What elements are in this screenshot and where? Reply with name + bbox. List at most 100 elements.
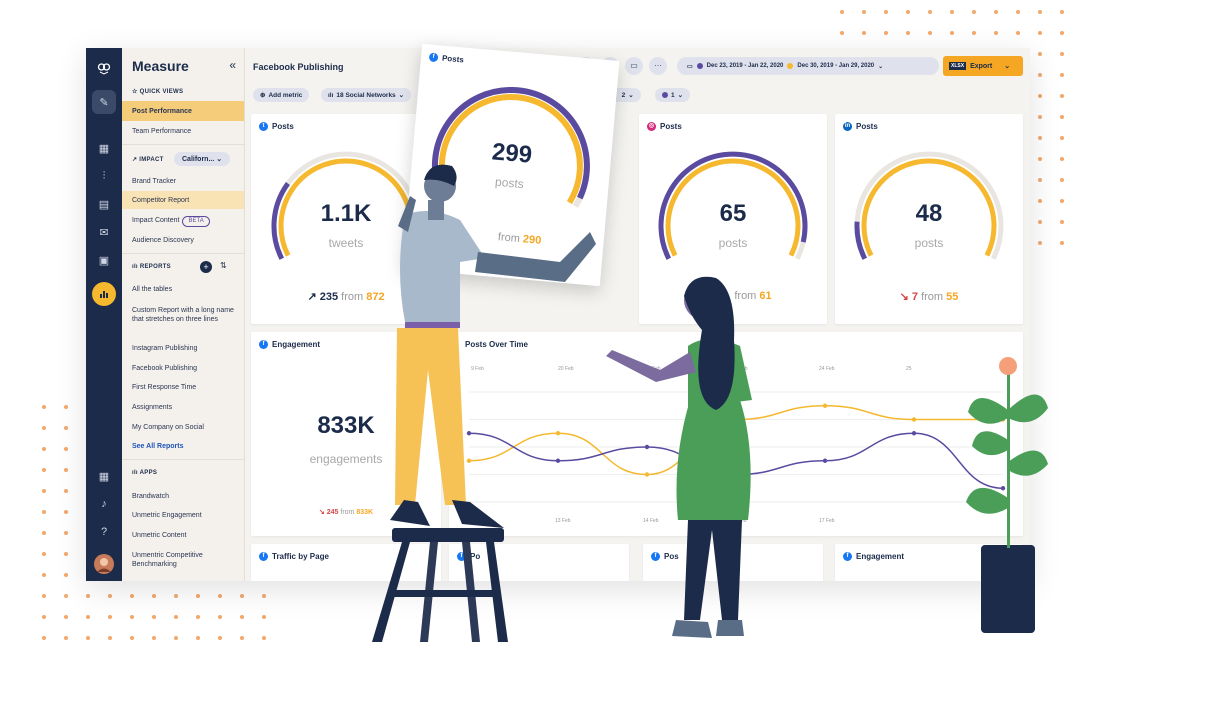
divider xyxy=(122,253,244,254)
sidebar-item-brand-tracker[interactable]: Brand Tracker xyxy=(132,178,176,185)
posts-card-linkedin: in Posts 48 posts ↘ 7 from 55 xyxy=(835,114,1023,324)
add-metric-label: Add metric xyxy=(268,91,303,99)
sidebar-item-report[interactable]: All the tables xyxy=(132,286,173,293)
decorative-dot xyxy=(64,489,68,493)
apps-label: APPS xyxy=(139,470,158,476)
add-report-icon[interactable]: + xyxy=(200,261,212,273)
data-point[interactable] xyxy=(466,431,472,436)
facebook-icon: f xyxy=(259,552,268,561)
help-icon[interactable]: ? xyxy=(100,526,108,538)
region-select[interactable]: Californ... ⌄ xyxy=(174,152,231,166)
export-label: Export xyxy=(970,62,993,70)
decorative-dot xyxy=(1060,10,1064,14)
card-title: Posts xyxy=(660,122,682,131)
x-tick-label: 14 Feb xyxy=(643,518,659,524)
decorative-dot xyxy=(840,10,844,14)
sidebar-item-app[interactable]: Unmetric Content xyxy=(132,532,187,539)
owl-logo-icon[interactable] xyxy=(92,56,116,80)
date-range-picker[interactable]: ▭ Dec 23, 2019 - Jan 22, 2020 Dec 30, 20… xyxy=(677,57,939,75)
sidebar-item-competitor-report[interactable]: Competitor Report xyxy=(122,191,244,209)
quick-views-label: QUICK VIEWS xyxy=(139,89,184,95)
decorative-dot xyxy=(152,636,156,640)
sidebar-item-post-performance[interactable]: Post Performance xyxy=(122,101,244,121)
decorative-dot xyxy=(64,405,68,409)
previous-value: 833K xyxy=(356,509,374,516)
card-header: ◎ Posts xyxy=(647,122,682,131)
bell-icon[interactable]: ♪ xyxy=(101,498,107,510)
sidebar-item-report[interactable]: Assignments xyxy=(132,404,173,411)
from-label: from xyxy=(497,231,521,246)
sidebar-item-team-performance[interactable]: Team Performance xyxy=(132,128,192,135)
apps-grid-icon[interactable]: ▦ xyxy=(98,470,110,483)
divider xyxy=(122,459,244,460)
divider xyxy=(122,144,244,145)
more-icon[interactable]: ··· xyxy=(649,57,667,75)
sidebar-item-app[interactable]: Unmetric Engagement xyxy=(132,512,202,519)
sidebar-item-audience-discovery[interactable]: Audience Discovery xyxy=(132,237,194,244)
x-tick-label: 17 Feb xyxy=(819,518,835,524)
data-point[interactable] xyxy=(1000,417,1006,422)
sidebar-item-report[interactable]: Custom Report with a long name that stre… xyxy=(132,307,234,323)
avatar[interactable] xyxy=(92,552,116,576)
data-point[interactable] xyxy=(822,403,828,408)
clipboard-icon[interactable]: ▣ xyxy=(98,254,110,267)
data-point[interactable] xyxy=(644,444,650,450)
decorative-dot xyxy=(108,594,112,598)
data-point[interactable] xyxy=(911,431,917,436)
data-point[interactable] xyxy=(1000,486,1006,491)
inbox-icon[interactable]: ✉ xyxy=(99,226,109,239)
instagram-icon: ◎ xyxy=(647,122,656,131)
streams-icon[interactable]: ⫶ xyxy=(102,169,106,182)
x-tick-label: 25 xyxy=(906,366,912,372)
schedule-icon[interactable]: ▭ xyxy=(625,57,643,75)
card-header: f Posts xyxy=(428,52,464,64)
add-metric-button[interactable]: ⊕ Add metric xyxy=(253,88,310,102)
sidebar-item-report[interactable]: Facebook Publishing xyxy=(132,365,197,372)
decorative-dot xyxy=(42,573,46,577)
dashboard-icon[interactable]: ▦ xyxy=(98,142,110,155)
gauge-previous-arc xyxy=(861,158,997,257)
calendar-icon[interactable]: ▤ xyxy=(98,198,110,211)
data-point[interactable] xyxy=(466,458,472,463)
networks-filter[interactable]: ılı 18 Social Networks ⌄ xyxy=(321,88,412,102)
decorative-dot xyxy=(1038,31,1042,35)
data-point[interactable] xyxy=(733,417,739,422)
gauge-current-arc xyxy=(854,221,868,260)
decorative-dot xyxy=(42,594,46,598)
sidebar-item-impact-content[interactable]: Impact Content BETA xyxy=(122,216,244,227)
data-point[interactable] xyxy=(911,417,917,422)
data-point[interactable] xyxy=(733,472,739,477)
data-point[interactable] xyxy=(555,458,561,463)
sidebar-item-report[interactable]: Instagram Publishing xyxy=(132,345,198,352)
decorative-dot xyxy=(950,10,954,14)
decorative-dot xyxy=(262,636,266,640)
series-filter-1[interactable]: 1 ⌄ xyxy=(655,88,691,102)
data-point[interactable] xyxy=(555,431,561,436)
chart-title: Posts Over Time xyxy=(465,340,528,349)
data-point[interactable] xyxy=(644,472,650,477)
previous-value: 61 xyxy=(759,290,772,302)
decorative-dot xyxy=(1060,73,1064,77)
decorative-dot xyxy=(1038,220,1042,224)
sidebar-item-app[interactable]: Brandwatch xyxy=(132,493,169,500)
sidebar-item-app[interactable]: Unmentric Competitive Benchmarking xyxy=(132,552,203,568)
twitter-icon: t xyxy=(259,122,268,131)
gauge-previous-arc xyxy=(438,94,583,205)
export-button[interactable]: XLSX Export ⌄ xyxy=(943,56,1023,76)
range-1-swatch xyxy=(696,63,703,69)
decorative-dot xyxy=(42,426,46,430)
measure-sidebar: Measure « ☆ QUICK VIEWS Post Performance… xyxy=(122,48,245,581)
comparison: ↘ 7 from 55 xyxy=(899,291,959,303)
sort-icon[interactable]: ⇅ xyxy=(220,261,227,270)
analytics-icon[interactable] xyxy=(92,282,116,306)
decorative-dot xyxy=(42,552,46,556)
previous-value: 290 xyxy=(522,233,542,247)
data-point[interactable] xyxy=(822,458,828,463)
sidebar-item-report[interactable]: First Response Time xyxy=(132,384,197,391)
compose-icon[interactable]: ✎ xyxy=(92,90,116,114)
decorative-dot xyxy=(42,615,46,619)
sidebar-item-report[interactable]: My Company on Social xyxy=(132,424,204,431)
beta-badge: BETA xyxy=(182,216,210,227)
see-all-reports-link[interactable]: See All Reports xyxy=(132,443,184,450)
collapse-icon[interactable]: « xyxy=(229,58,236,72)
